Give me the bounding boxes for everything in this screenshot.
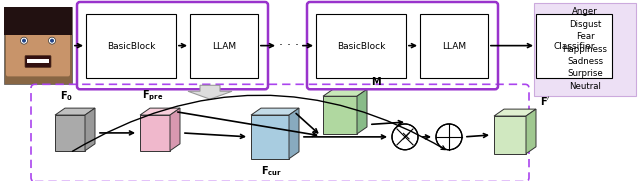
FancyBboxPatch shape	[536, 14, 612, 78]
FancyBboxPatch shape	[25, 56, 51, 68]
Text: · · ·: · · ·	[279, 39, 299, 52]
Polygon shape	[85, 108, 95, 151]
Polygon shape	[188, 85, 232, 99]
Text: $\mathbf{F_{pre}}$: $\mathbf{F_{pre}}$	[142, 89, 164, 103]
FancyBboxPatch shape	[190, 14, 258, 78]
Polygon shape	[289, 108, 299, 159]
Text: $\mathbf{F_0}$: $\mathbf{F_0}$	[60, 89, 74, 103]
FancyBboxPatch shape	[316, 14, 406, 78]
FancyBboxPatch shape	[534, 3, 636, 96]
Polygon shape	[55, 108, 95, 115]
Text: LLAM: LLAM	[442, 42, 466, 51]
Text: Fear: Fear	[576, 32, 595, 41]
Text: Neutral: Neutral	[569, 82, 601, 91]
Text: Disgust: Disgust	[569, 20, 601, 29]
Text: Surprise: Surprise	[567, 69, 603, 78]
Circle shape	[50, 39, 54, 43]
Text: $\mathbf{F'}$: $\mathbf{F'}$	[540, 95, 550, 107]
FancyBboxPatch shape	[86, 14, 176, 78]
Text: $\mathbf{M}$: $\mathbf{M}$	[371, 75, 382, 87]
Text: Sadness: Sadness	[567, 57, 603, 66]
Text: Happiness: Happiness	[563, 45, 607, 54]
FancyBboxPatch shape	[420, 14, 488, 78]
Circle shape	[20, 37, 28, 44]
Text: Anger: Anger	[572, 7, 598, 16]
Polygon shape	[526, 109, 536, 154]
Text: Classifier: Classifier	[553, 42, 595, 51]
Text: LLAM: LLAM	[212, 42, 236, 51]
FancyBboxPatch shape	[4, 7, 72, 84]
FancyBboxPatch shape	[4, 7, 72, 35]
Polygon shape	[140, 115, 170, 151]
FancyBboxPatch shape	[27, 59, 49, 64]
Polygon shape	[170, 108, 180, 151]
Text: $\mathbf{F_{cur}}$: $\mathbf{F_{cur}}$	[262, 165, 282, 178]
Polygon shape	[494, 116, 526, 154]
Text: BasicBlock: BasicBlock	[337, 42, 385, 51]
Polygon shape	[140, 108, 180, 115]
Circle shape	[49, 37, 56, 44]
Polygon shape	[494, 109, 536, 116]
Polygon shape	[323, 96, 357, 134]
Circle shape	[436, 124, 462, 150]
Text: $\times$: $\times$	[399, 130, 410, 143]
Polygon shape	[55, 115, 85, 151]
Polygon shape	[251, 115, 289, 159]
Circle shape	[22, 39, 26, 43]
Circle shape	[392, 124, 418, 150]
FancyBboxPatch shape	[6, 13, 70, 76]
Polygon shape	[357, 89, 367, 134]
Polygon shape	[323, 89, 367, 96]
Text: BasicBlock: BasicBlock	[107, 42, 155, 51]
Polygon shape	[251, 108, 299, 115]
